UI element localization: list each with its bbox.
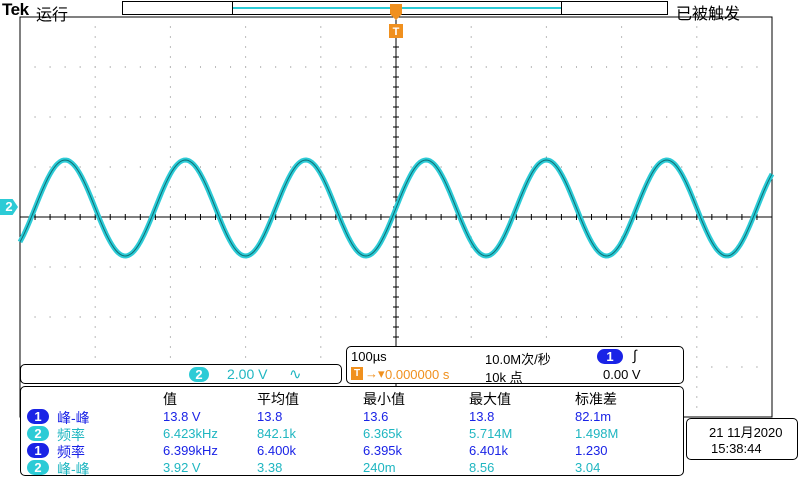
measurement-std: 1.498M [575, 426, 619, 441]
measurement-name: 峰-峰 [57, 410, 90, 426]
channel-badge: 2 [27, 460, 49, 475]
trigger-position-marker: T [389, 4, 403, 38]
measurement-max: 5.714M [469, 426, 513, 441]
measurement-max: 8.56 [469, 460, 495, 475]
measurement-min: 6.395k [363, 443, 403, 458]
header-mean: 平均值 [257, 391, 299, 407]
table-row: 2 峰-峰 3.92 V 3.38 240m 8.56 3.04 [21, 459, 681, 477]
trigger-level: 0.00 V [603, 367, 641, 382]
brand-logo: Tek [2, 0, 29, 19]
measurement-mean: 842.1k [257, 426, 297, 441]
ac-coupling-icon: ∿ [289, 366, 302, 383]
header-std: 标准差 [575, 391, 617, 407]
sample-rate: 10.0M次/秒 [485, 352, 551, 367]
header-max: 最大值 [469, 391, 511, 407]
measurement-mean: 6.400k [257, 443, 297, 458]
trigger-marker-label: T [393, 26, 400, 38]
horizontal-readout[interactable]: 100µs 10.0M次/秒 1 ∫ T →▾ 0.000000 s 10k 点… [346, 346, 684, 385]
measurement-value: 6.423kHz [163, 426, 218, 441]
measurements-panel[interactable]: 值 平均值 最小值 最大值 标准差 1 峰-峰 13.8 V 13.8 13.6 13.8… [20, 386, 684, 477]
channel-badge: 2 [27, 426, 49, 441]
measurement-mean: 3.38 [257, 460, 283, 475]
measurement-name: 频率 [57, 427, 85, 443]
table-row: 2 频率 6.423kHz 842.1k 6.365k 5.714M 1.498M [21, 425, 681, 443]
measurement-max: 13.8 [469, 409, 495, 424]
measurement-value: 6.399kHz [163, 443, 218, 458]
measurement-std: 1.230 [575, 443, 608, 458]
ch2-badge: 2 [189, 367, 209, 382]
run-state: 运行 [36, 7, 69, 24]
measurement-value: 13.8 V [163, 409, 201, 424]
measurement-std: 82.1m [575, 409, 612, 424]
ch2-scale-readout[interactable]: 2 2.00 V ∿ [20, 364, 342, 384]
header-min: 最小值 [363, 391, 405, 407]
measurement-value: 3.92 V [163, 460, 201, 475]
time-per-div: 100µs [351, 349, 387, 364]
time: 15:38:44 [711, 441, 762, 456]
channel-badge: 1 [27, 443, 49, 458]
measurement-min: 13.6 [363, 409, 389, 424]
ch2-scale-value: 2.00 V [227, 366, 268, 382]
table-row: 1 频率 6.399kHz 6.400k 6.395k 6.401k 1.230 [21, 442, 681, 460]
datetime-display[interactable]: 21 11月2020 15:38:44 [686, 418, 798, 460]
table-row: 1 峰-峰 13.8 V 13.8 13.6 13.8 82.1m [21, 408, 681, 426]
record-length: 10k 点 [485, 370, 523, 385]
trigger-position: 0.000000 s [385, 367, 450, 382]
ch2-waveform-core [19, 159, 773, 257]
measurement-max: 6.401k [469, 443, 509, 458]
measurement-std: 3.04 [575, 460, 601, 475]
trigger-source-badge: 1 [597, 349, 623, 364]
measurement-min: 240m [363, 460, 396, 475]
date: 21 11月2020 [709, 425, 783, 440]
measurement-name: 峰-峰 [57, 461, 90, 477]
header-value: 值 [163, 391, 177, 407]
ch2-ground-marker[interactable]: 2 [0, 199, 18, 215]
trigger-arrow-icon: →▾ [365, 366, 385, 381]
axis-ticks [19, 16, 773, 418]
measurement-name: 频率 [57, 444, 85, 460]
channel-badge: 1 [27, 409, 49, 424]
trigger-slope-icon: ∫ [633, 347, 637, 363]
measurement-min: 6.365k [363, 426, 403, 441]
measurement-mean: 13.8 [257, 409, 283, 424]
trigger-position-icon: T [351, 367, 363, 380]
trigger-state: 已被触发 [676, 6, 741, 23]
